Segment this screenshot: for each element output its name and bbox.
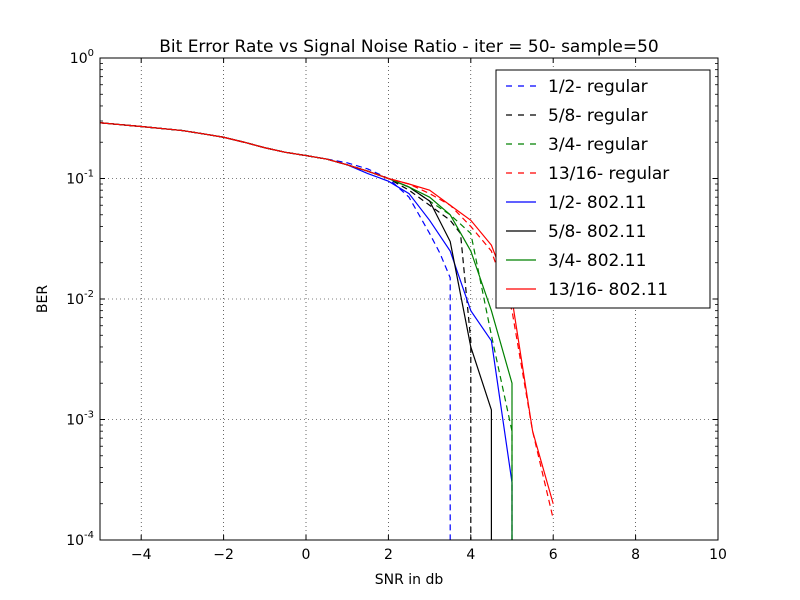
legend-label: 3/4- regular: [548, 135, 648, 155]
x-tick-label: 10: [709, 547, 727, 563]
x-tick-label: 4: [466, 547, 475, 563]
y-tick-label: 10-4: [66, 530, 94, 549]
y-tick-label: 100: [70, 48, 94, 67]
legend: 1/2- regular 5/8- regular 3/4- regular 13/1…: [495, 69, 711, 309]
x-tick-label: −4: [131, 547, 152, 563]
legend-label: 1/2- regular: [548, 77, 648, 97]
axis-ticks: −4 −2 0 2 4 6 8 10 100 10-1 10-2 10-3 10-4: [66, 48, 727, 563]
x-tick-label: 8: [631, 547, 640, 563]
x-tick-label: 0: [302, 547, 311, 563]
x-tick-label: 2: [384, 547, 393, 563]
legend-label: 1/2- 802.11: [548, 193, 646, 213]
y-axis-label: BER: [35, 285, 51, 313]
legend-label: 13/16- regular: [548, 164, 669, 184]
legend-label: 5/8- 802.11: [548, 222, 646, 242]
x-tick-label: −2: [213, 547, 234, 563]
legend-box: [495, 69, 711, 309]
legend-label: 3/4- 802.11: [548, 251, 646, 271]
y-tick-label: 10-3: [66, 410, 94, 429]
x-tick-label: 6: [549, 547, 558, 563]
legend-label: 5/8- regular: [548, 106, 648, 126]
x-axis-label: SNR in db: [375, 572, 444, 588]
y-tick-label: 10-1: [66, 169, 94, 188]
y-tick-label: 10-2: [66, 289, 94, 308]
series-layer: [100, 122, 554, 540]
chart-title: Bit Error Rate vs Signal Noise Ratio - i…: [159, 37, 659, 57]
series-line-7: [100, 122, 554, 504]
legend-label: 13/16- 802.11: [548, 280, 668, 300]
